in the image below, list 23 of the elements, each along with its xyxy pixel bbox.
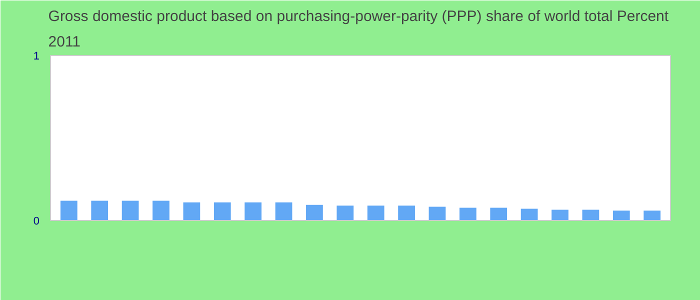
bar (367, 206, 384, 220)
bar (336, 206, 354, 220)
bar (183, 202, 200, 220)
bar (428, 206, 446, 220)
bar (490, 208, 508, 220)
chart-title: Gross domestic product based on purchasing-power-parity (PPP) share of world total Percent 2011 (48, 8, 670, 50)
y-tick-label: 0 (33, 216, 40, 228)
bar (122, 200, 139, 220)
bar (612, 210, 630, 220)
bar (582, 210, 600, 220)
bar (152, 200, 170, 220)
bar (60, 200, 78, 220)
bar (275, 202, 292, 220)
bar (520, 208, 538, 220)
bar (398, 206, 415, 220)
bar (244, 202, 262, 220)
bar (459, 208, 476, 220)
bar (214, 202, 231, 220)
y-tick-label: 1 (33, 50, 40, 62)
bar (552, 210, 568, 220)
bar (91, 200, 108, 220)
bar (306, 204, 323, 220)
bar (644, 210, 661, 220)
